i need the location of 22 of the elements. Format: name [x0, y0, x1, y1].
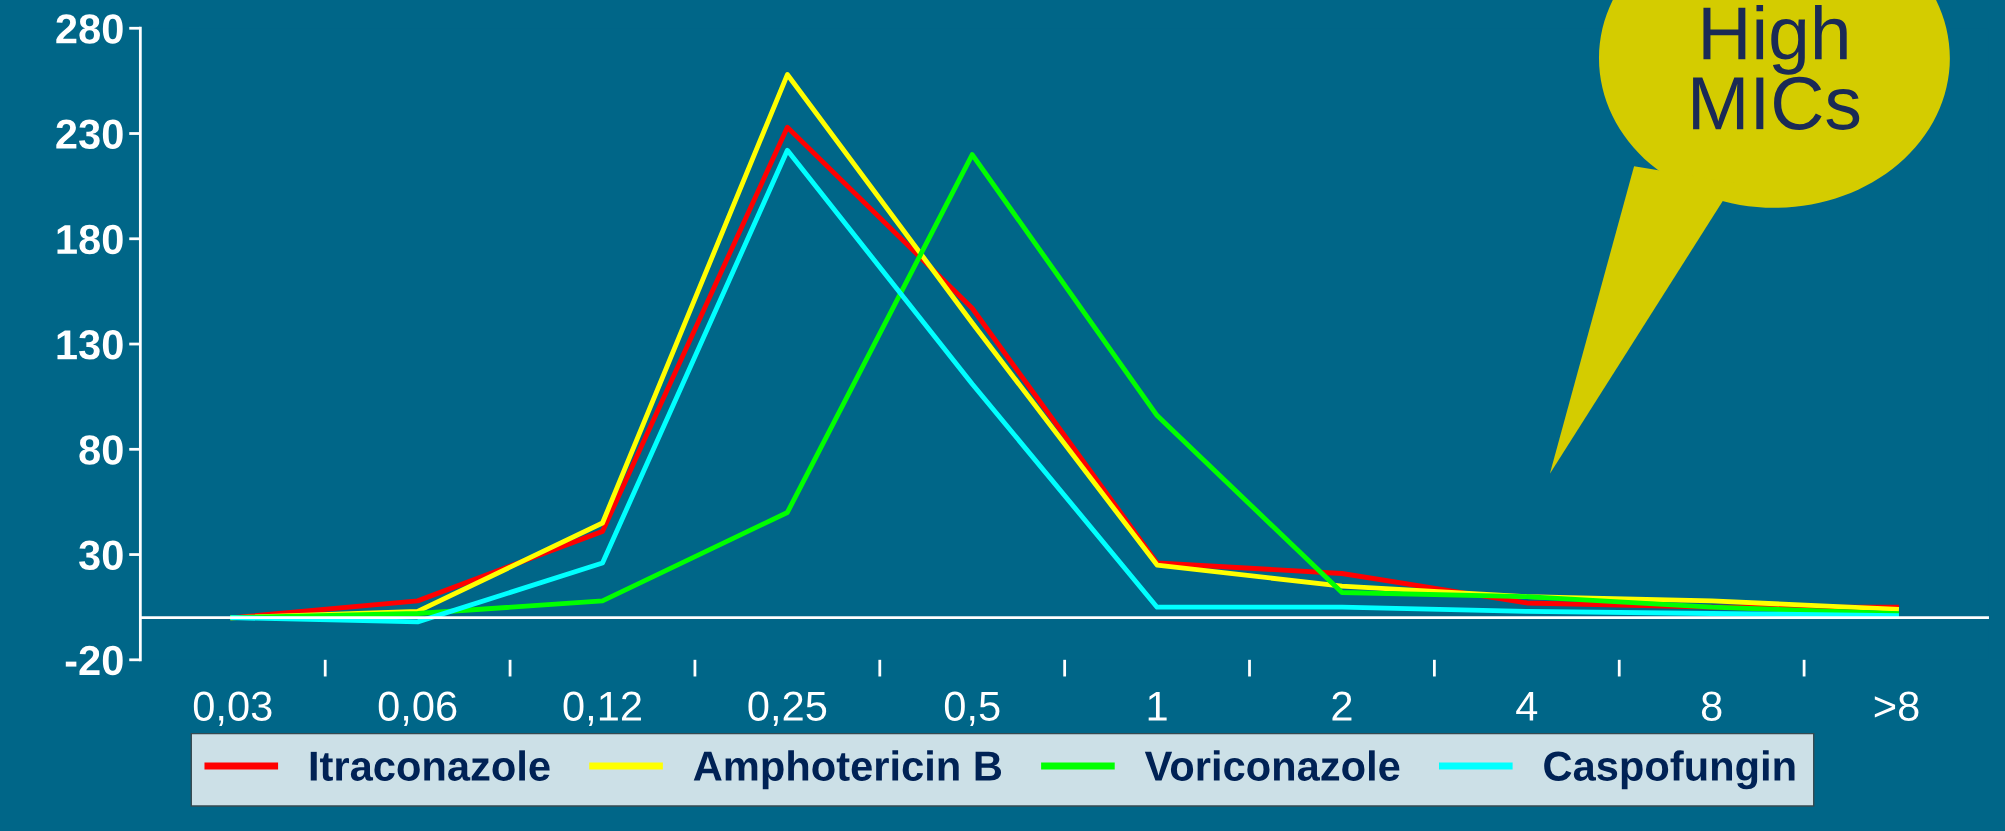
x-tick-label: 1: [1148, 691, 1167, 721]
legend-label: Amphotericin B: [693, 750, 1002, 790]
x-tick-label: >8: [1874, 691, 1919, 721]
x-tick-label: 2: [1332, 691, 1352, 721]
legend-label: Itraconazole: [310, 750, 550, 781]
legend-label: Caspofungin: [1544, 750, 1795, 790]
x-tick-label: 0,03: [193, 691, 272, 726]
y-tick-label: 80: [79, 435, 123, 465]
x-tick-label: 4: [1516, 691, 1538, 721]
x-tick-label: 0,06: [378, 691, 457, 726]
y-tick-label: 30: [78, 540, 123, 571]
y-tick-label: 180: [57, 224, 123, 255]
y-tick-label: 130: [57, 330, 123, 360]
x-tick-label: 0,25: [748, 691, 827, 726]
x-tick-label: 8: [1701, 691, 1722, 721]
y-tick-label: -20: [65, 645, 123, 676]
y-tick-label: 230: [56, 119, 123, 150]
y-tick-label: 280: [56, 14, 123, 44]
x-tick-label: 0,5: [944, 691, 1000, 726]
legend-label: Voriconazole: [1144, 750, 1400, 781]
annotation: High MICs: [1693, 4, 1860, 130]
x-tick-label: 0,12: [563, 691, 641, 726]
